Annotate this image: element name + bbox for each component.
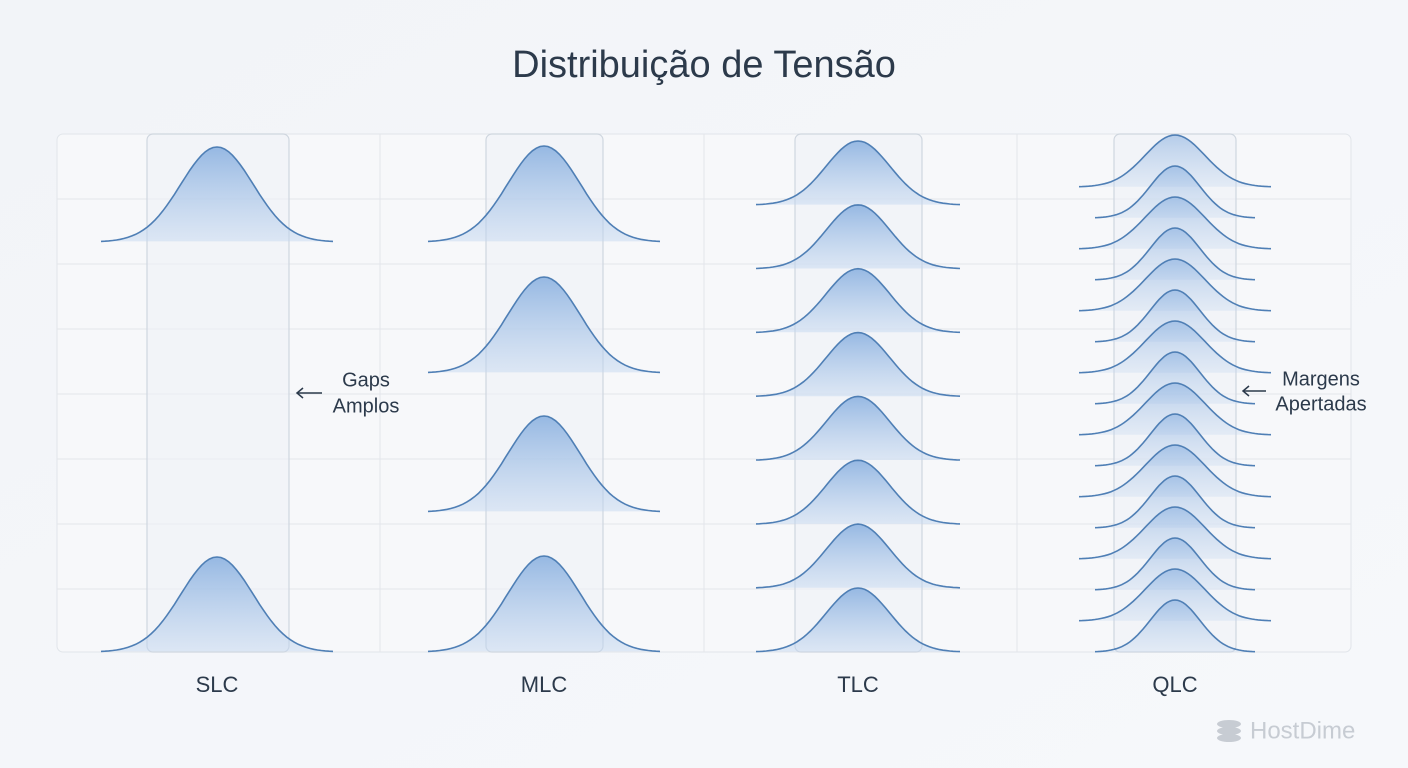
column-label: TLC (837, 672, 879, 697)
distribution-curve (1078, 444, 1272, 498)
arrow-head (1241, 385, 1250, 397)
distribution-curve (1078, 320, 1272, 374)
distribution-curve (1094, 599, 1256, 653)
annotation-qlc: Margens Apertadas (1241, 368, 1367, 415)
curves (100, 133, 1272, 653)
arrow-head (295, 387, 304, 399)
distribution-fill (1079, 259, 1271, 311)
distribution-curve (427, 555, 661, 653)
distribution-fill (1079, 383, 1271, 435)
title: Distribuição de Tensão (512, 44, 896, 86)
column-label: SLC (196, 672, 239, 697)
distribution-fill (1079, 507, 1271, 559)
annotation-line: Margens (1282, 368, 1360, 390)
distribution-curve (1078, 506, 1272, 560)
distribution-curve (755, 459, 961, 525)
distribution-curve (427, 276, 661, 374)
column-label: MLC (521, 672, 568, 697)
annotation-line: Gaps (342, 369, 390, 391)
logo-text: HostDime (1250, 717, 1355, 744)
logo-icon (1217, 720, 1241, 728)
distribution-fill (756, 396, 960, 460)
labels: SLC MLC TLC QLC (196, 672, 1198, 697)
distribution-fill (756, 524, 960, 588)
distribution-fill (756, 460, 960, 524)
distribution-fill (756, 268, 960, 333)
distribution-curve (1094, 227, 1256, 281)
logo-icon (1217, 727, 1241, 735)
distribution-fill (1079, 445, 1271, 497)
column-box (146, 133, 290, 653)
distribution-fill (428, 146, 660, 242)
distribution-fill (1079, 569, 1271, 621)
distribution-curve (427, 415, 661, 513)
distribution-fill (428, 556, 660, 652)
distribution-curve (755, 204, 961, 270)
distribution-curve (1078, 568, 1272, 622)
annotation-slc: Gaps Amplos (295, 369, 400, 417)
distribution-fill (1095, 600, 1255, 652)
distribution-fill (756, 588, 960, 652)
distribution-curve (1094, 475, 1256, 529)
distribution-curve (1094, 537, 1256, 591)
distribution-curve (1094, 165, 1256, 219)
distribution-fill (101, 557, 333, 652)
distribution-fill (1095, 228, 1255, 280)
distribution-fill (1079, 321, 1271, 373)
distribution-curve (1094, 289, 1256, 343)
logo: HostDime (1217, 717, 1355, 744)
distribution-fill (756, 332, 960, 397)
distribution-curve (427, 145, 661, 243)
distribution-fill (756, 141, 960, 205)
distribution-fill (1079, 135, 1271, 187)
distribution-curve (755, 331, 961, 397)
distribution-curve (755, 140, 961, 206)
column-label: QLC (1152, 672, 1197, 697)
distribution-curve (1094, 351, 1256, 405)
logo-icon (1217, 734, 1241, 742)
distribution-fill (1095, 290, 1255, 342)
distribution-fill (1095, 476, 1255, 528)
distribution-curve (1078, 382, 1272, 436)
distribution-fill (1095, 166, 1255, 218)
distribution-curve (1078, 258, 1272, 312)
distribution-curve (755, 267, 961, 334)
distribution-fill (428, 277, 660, 373)
distribution-curve (100, 146, 334, 243)
annotation-line: Apertadas (1275, 393, 1366, 415)
distribution-fill (428, 416, 660, 512)
distribution-curve (755, 523, 961, 589)
distribution-curve (1078, 134, 1272, 188)
distribution-fill (1095, 414, 1255, 466)
annotation-line: Amplos (333, 395, 400, 417)
distribution-curve (755, 587, 961, 653)
distribution-fill (1079, 197, 1271, 249)
distribution-curve (100, 556, 334, 653)
distribution-fill (1095, 538, 1255, 590)
column-box (485, 133, 604, 653)
distribution-fill (756, 204, 960, 269)
distribution-fill (1095, 352, 1255, 404)
distribution-curve (755, 395, 961, 461)
distribution-fill (101, 147, 333, 242)
distribution-curve (1094, 413, 1256, 467)
distribution-curve (1078, 196, 1272, 250)
